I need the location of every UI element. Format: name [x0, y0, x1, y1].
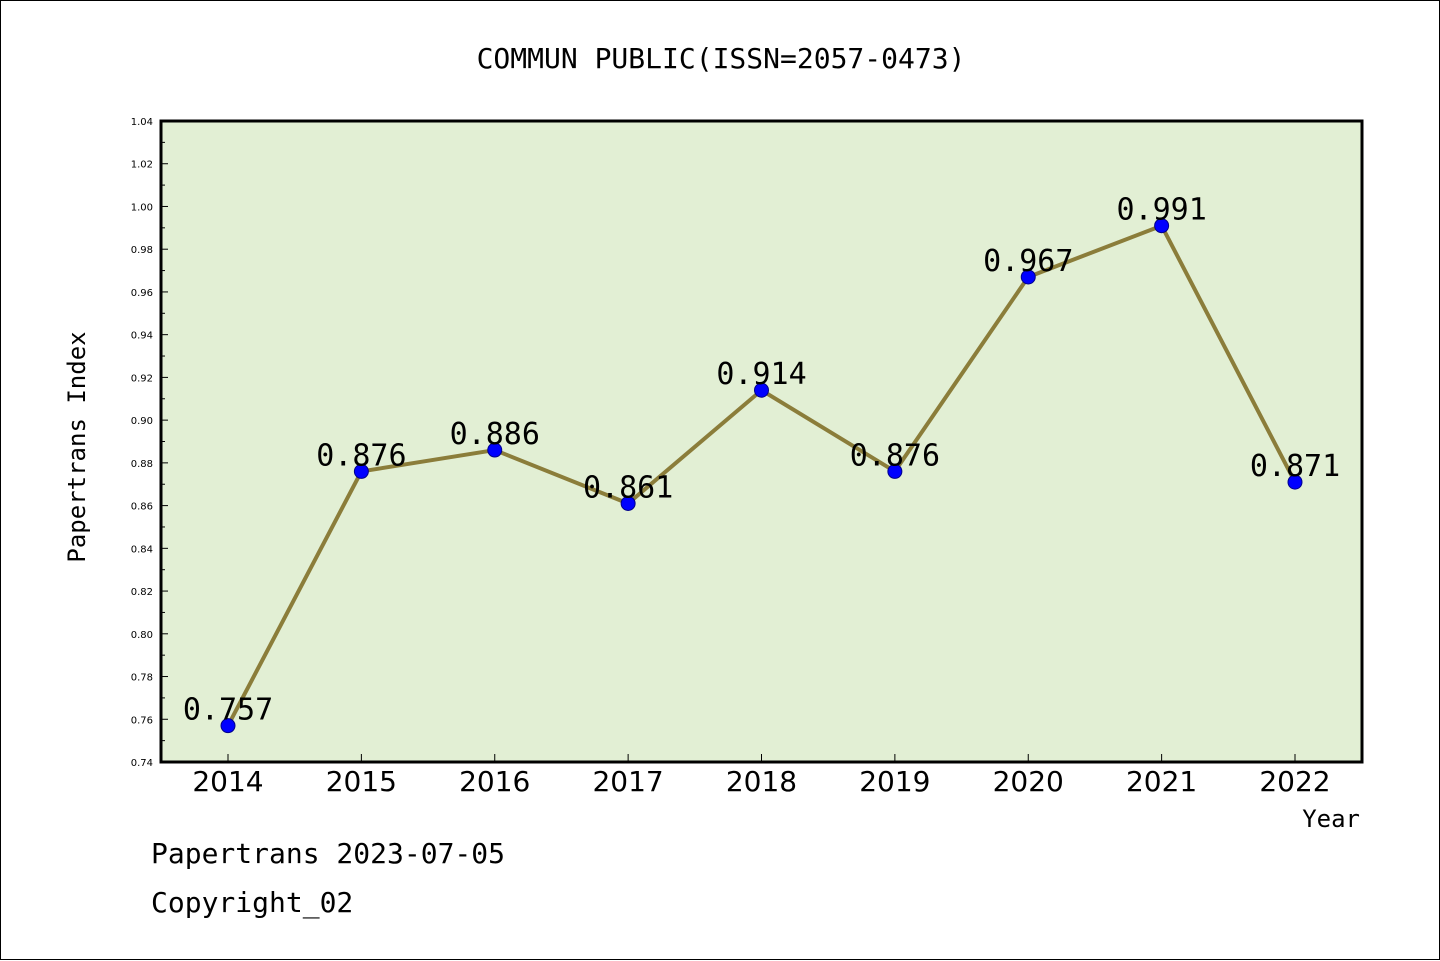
data-point — [754, 382, 769, 398]
x-tick-label: 2017 — [592, 765, 663, 798]
data-point — [1287, 474, 1303, 490]
y-tick-label: 0.92 — [131, 373, 153, 384]
y-tick-label: 0.90 — [131, 416, 153, 427]
y-tick-label: 1.02 — [131, 160, 153, 171]
y-tick-label: 0.76 — [131, 715, 153, 726]
y-tick-label: 0.78 — [131, 673, 153, 684]
x-tick-label: 2021 — [1126, 765, 1197, 798]
data-label: 0.991 — [1116, 193, 1206, 228]
data-label: 0.876 — [316, 438, 406, 473]
y-tick-label: 0.84 — [131, 544, 153, 555]
data-label: 0.886 — [450, 417, 540, 452]
footer-copyright: Copyright_02 — [151, 886, 354, 919]
x-axis-label: Year — [1302, 805, 1360, 833]
data-label: 0.757 — [183, 693, 273, 728]
x-tick-label: 2014 — [192, 765, 263, 798]
x-axis: 2014 2015 2016 2017 2018 2019 2020 2021 2022 — [192, 754, 1331, 798]
data-label: 0.876 — [850, 438, 940, 473]
footer-date: Papertrans 2023-07-05 — [151, 837, 506, 870]
x-tick-label: 2022 — [1259, 765, 1330, 798]
data-label: 0.967 — [983, 244, 1073, 279]
y-axis: 0.74 0.76 0.78 0.80 0.82 0.84 0.86 0.88 0.90 0.92… — [131, 117, 168, 769]
data-point — [887, 463, 903, 479]
data-point — [487, 442, 503, 458]
y-tick-label: 0.74 — [131, 758, 153, 769]
y-tick-label: 0.98 — [131, 245, 153, 256]
data-point — [620, 495, 636, 511]
y-tick-label: 0.80 — [131, 630, 153, 641]
data-label: 0.914 — [716, 357, 806, 392]
x-tick-label: 2018 — [726, 765, 797, 798]
y-tick-label: 0.82 — [131, 587, 153, 598]
chart-title: COMMUN PUBLIC(ISSN=2057-0473) — [477, 42, 966, 75]
y-tick-label: 0.86 — [131, 502, 153, 513]
data-label: 0.871 — [1250, 449, 1340, 484]
data-point — [1020, 269, 1036, 285]
x-tick-label: 2019 — [859, 765, 930, 798]
data-series: 0.757 0.876 0.886 0.861 0.914 0.876 0.967 0.991… — [183, 193, 1340, 734]
data-label: 0.861 — [583, 470, 673, 505]
x-tick-label: 2015 — [326, 765, 397, 798]
data-point — [220, 718, 236, 734]
y-tick-label: 1.04 — [131, 117, 153, 128]
y-tick-label: 1.00 — [131, 202, 153, 213]
y-axis-label: Papertrans Index — [63, 331, 91, 562]
data-point — [353, 463, 369, 479]
y-tick-label: 0.96 — [131, 288, 153, 299]
x-tick-label: 2016 — [459, 765, 530, 798]
y-tick-label: 0.88 — [131, 459, 153, 470]
data-point — [1154, 218, 1170, 234]
x-tick-label: 2020 — [993, 765, 1064, 798]
y-tick-label: 0.94 — [131, 331, 153, 342]
